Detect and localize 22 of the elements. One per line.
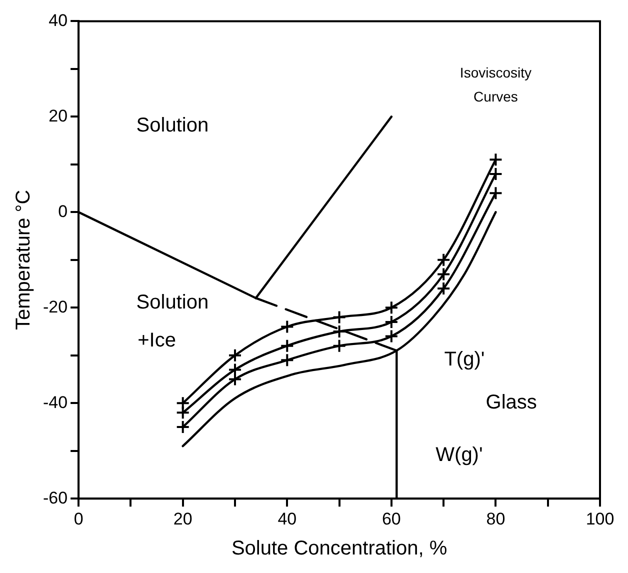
- annotation: Curves: [474, 88, 518, 104]
- y-tick-label: -40: [42, 392, 68, 412]
- y-tick-label: -20: [42, 297, 68, 316]
- x-tick-label: 0: [74, 509, 84, 528]
- x-tick-label: 20: [173, 509, 192, 528]
- y-axis-title: Temperature °C: [12, 190, 35, 330]
- y-tick-label: 40: [48, 10, 68, 30]
- annotation: T(g)': [444, 348, 485, 371]
- annotation: Glass: [486, 392, 537, 414]
- x-tick-label: 80: [486, 509, 506, 528]
- annotation: Solution: [136, 114, 209, 137]
- x-tick-label: 60: [382, 509, 401, 528]
- y-tick-label: -60: [42, 488, 68, 508]
- annotation: Isoviscosity: [460, 64, 532, 81]
- x-axis-title: Solute Concentration, %: [231, 538, 448, 560]
- x-tick-label: 100: [586, 509, 614, 528]
- annotation: W(g)': [436, 444, 483, 466]
- x-tick-label: 40: [278, 509, 297, 528]
- y-tick-label: 20: [48, 106, 68, 126]
- annotation: +Ice: [138, 330, 176, 352]
- y-tick-label: 0: [58, 202, 68, 221]
- annotation: Solution: [136, 291, 209, 314]
